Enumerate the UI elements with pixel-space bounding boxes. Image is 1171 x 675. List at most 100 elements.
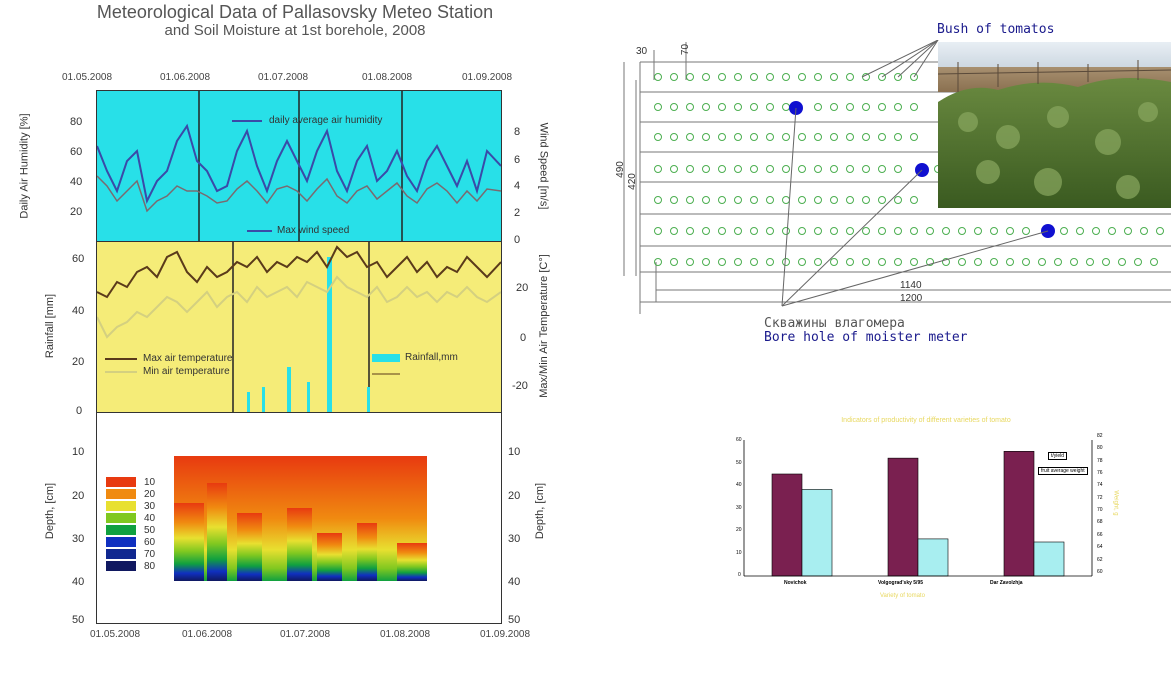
bar-left-tick-50: 50: [736, 460, 742, 466]
bar-left-tick-30: 30: [736, 505, 742, 511]
humidity-ylabel-left: Daily Air Humidity [%]: [18, 113, 31, 219]
top-date-4: 01.09.2008: [462, 72, 513, 83]
bar-category-0: Novichok: [784, 580, 807, 586]
depth-right-50: 50: [508, 614, 521, 626]
bar-legend-yield-label: t/yield: [1051, 453, 1065, 459]
bar-left-tick-0: 0: [738, 572, 741, 578]
rain-tick-40: 40: [72, 305, 85, 317]
moisture-ylabel-right: Depth, [cm]: [534, 482, 547, 540]
humidity-panel: daily average air humidity Max wind spee…: [96, 90, 502, 242]
temp-tick-20: 20: [516, 282, 529, 294]
top-date-0: 01.05.2008: [62, 72, 113, 83]
legend-swatch-20: [106, 489, 136, 499]
legend-label-20: 20: [144, 488, 156, 500]
dim-70: 70: [680, 43, 692, 56]
bar-right-tick-66: 66: [1097, 532, 1103, 538]
depth-left-10: 10: [72, 446, 85, 458]
bottom-date-1: 01.06.2008: [182, 629, 233, 640]
temp-legend-min: Min air temperature: [143, 366, 230, 377]
humidity-tick-20: 20: [70, 206, 83, 218]
bar-category-1: Volgograd'sky 5/95: [878, 580, 924, 586]
temp-ylabel-left: Rainfall [mm]: [44, 293, 57, 359]
wind-tick-0: 0: [514, 234, 521, 246]
bar-right-tick-72: 72: [1097, 495, 1103, 501]
dim-1140: 1140: [900, 280, 922, 291]
bar-left-tick-20: 20: [736, 527, 742, 533]
legend-label-30: 30: [144, 500, 156, 512]
bar-chart: [743, 440, 1093, 577]
bottom-date-2: 01.07.2008: [280, 629, 331, 640]
legend-label-60: 60: [144, 536, 156, 548]
depth-left-20: 20: [72, 490, 85, 502]
moisture-heatmap: [174, 456, 427, 581]
rain-tick-0: 0: [76, 405, 83, 417]
bar-ylabel-right: Weight, g: [1112, 490, 1119, 516]
bar-right-tick-74: 74: [1097, 482, 1103, 488]
rain-tick-60: 60: [72, 253, 85, 265]
humidity-legend-1: daily average air humidity: [269, 115, 383, 126]
moisture-panel: [96, 412, 502, 624]
rain-tick-20: 20: [72, 356, 85, 368]
bar-t-yield-2: [1003, 451, 1035, 577]
humidity-ylabel-right: Wind Speed [m/s]: [537, 122, 550, 210]
depth-left-40: 40: [72, 576, 85, 588]
top-date-2: 01.07.2008: [258, 72, 309, 83]
humidity-lines: [96, 91, 502, 241]
dim-420: 420: [626, 173, 638, 190]
bar-fruit-average-weight-0: [801, 489, 833, 577]
bar-t-yield-1: [887, 457, 919, 577]
humidity-tick-60: 60: [70, 146, 83, 158]
temp-legend-max: Max air temperature: [143, 353, 233, 364]
bar-xlabel: Variety of tomato: [880, 593, 925, 599]
top-date-3: 01.08.2008: [362, 72, 413, 83]
legend-label-10: 10: [144, 476, 156, 488]
temperature-lines: [96, 242, 502, 412]
bar-right-tick-82: 82: [1097, 433, 1103, 439]
legend-swatch-80: [106, 561, 136, 571]
bottom-date-0: 01.05.2008: [90, 629, 141, 640]
bar-right-tick-60: 60: [1097, 569, 1103, 575]
legend-swatch-50: [106, 525, 136, 535]
bush-label: Bush of tomatos: [937, 22, 1055, 37]
bar-right-tick-76: 76: [1097, 470, 1103, 476]
wind-tick-2: 2: [514, 207, 521, 219]
legend-label-50: 50: [144, 524, 156, 536]
legend-swatch-10: [106, 477, 136, 487]
bar-fruit-average-weight-2: [1033, 541, 1065, 577]
bottom-date-4: 01.09.2008: [480, 629, 531, 640]
bar-right-tick-70: 70: [1097, 507, 1103, 513]
wind-tick-6: 6: [514, 154, 521, 166]
legend-label-40: 40: [144, 512, 156, 524]
legend-swatch-40: [106, 513, 136, 523]
bar-left-tick-40: 40: [736, 482, 742, 488]
wind-tick-8: 8: [514, 126, 521, 138]
humidity-legend-2: Max wind speed: [277, 225, 350, 236]
bar-right-tick-62: 62: [1097, 557, 1103, 563]
bar-t-yield-0: [771, 473, 803, 577]
bar-right-tick-64: 64: [1097, 544, 1103, 550]
legend-swatch-60: [106, 537, 136, 547]
bar-right-tick-68: 68: [1097, 519, 1103, 525]
bar-legend-weight-label: fruit average weight: [1041, 468, 1085, 474]
wind-tick-4: 4: [514, 180, 521, 192]
temp-tick-0: 0: [520, 332, 527, 344]
moisture-ylabel-left: Depth, [cm]: [44, 482, 57, 540]
legend-label-70: 70: [144, 548, 156, 560]
bore-label-en: Bore hole of moister meter: [764, 330, 968, 345]
bar-right-tick-80: 80: [1097, 445, 1103, 451]
bar-left-tick-60: 60: [736, 437, 742, 443]
humidity-tick-80: 80: [70, 116, 83, 128]
temp-tick-minus20: -20: [512, 380, 528, 392]
bar-legend-weight: fruit average weight: [1038, 467, 1088, 475]
temp-legend-rain: Rainfall,mm: [405, 352, 458, 363]
bar-left-tick-10: 10: [736, 550, 742, 556]
depth-right-20: 20: [508, 490, 521, 502]
dim-490: 490: [614, 161, 626, 178]
tomato-field-photo: [938, 42, 1171, 208]
depth-right-30: 30: [508, 533, 521, 545]
moisture-legend: 10 20 30 40 50 60 70 80: [106, 476, 155, 572]
bar-chart-title: Indicators of productivity of different …: [841, 417, 1011, 424]
dim-1200: 1200: [900, 293, 923, 304]
depth-right-10: 10: [508, 446, 521, 458]
bar-fruit-average-weight-1: [917, 538, 949, 577]
